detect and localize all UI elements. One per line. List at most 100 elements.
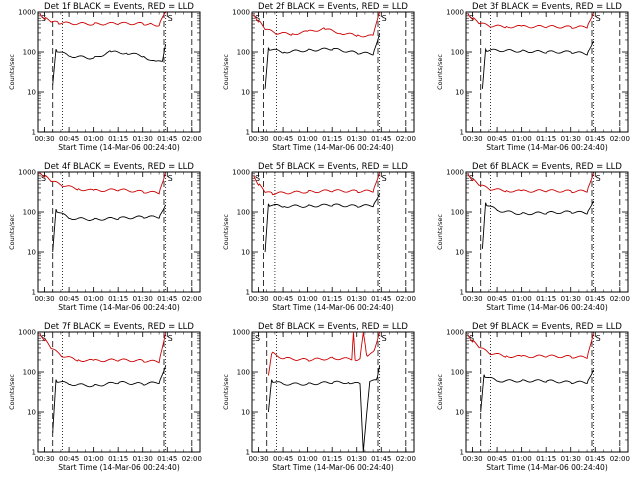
y-tick-label: 100 bbox=[23, 49, 36, 57]
plot-panel-6: Det 6f BLACK = Events, RED = LLD 1 10 100 10… bbox=[436, 162, 630, 312]
series-line-events bbox=[264, 193, 381, 253]
x-tick-label: 02:00 bbox=[182, 295, 202, 303]
y-tick-label: 1000 bbox=[446, 9, 464, 17]
plot-title: Det 1f BLACK = Events, RED = LLD bbox=[44, 2, 194, 12]
plot-title: Det 4f BLACK = Events, RED = LLD bbox=[44, 162, 194, 172]
series-line-lld bbox=[267, 331, 381, 376]
y-tick-label: 1000 bbox=[18, 169, 36, 177]
annotation-label: S bbox=[382, 174, 387, 183]
x-tick-label: 00:45 bbox=[273, 295, 293, 303]
x-tick-label: 01:00 bbox=[84, 135, 104, 143]
x-tick-label: 02:00 bbox=[610, 135, 630, 143]
x-tick-label: 02:00 bbox=[610, 295, 630, 303]
x-tick-label: 01:15 bbox=[536, 455, 556, 463]
x-axis-label: Start Time (14-Mar-06 00:24:40) bbox=[58, 143, 180, 152]
plot-panel-8: Det 8f BLACK = Events, RED = LLD 1 10 100 10… bbox=[222, 322, 416, 472]
series-line-events bbox=[480, 369, 595, 413]
y-tick-label: 10 bbox=[455, 89, 464, 97]
x-tick-label: 01:00 bbox=[512, 295, 532, 303]
x-tick-label: 00:45 bbox=[273, 455, 293, 463]
annotation-label: S bbox=[168, 334, 173, 343]
plot-panel-2: Det 2f BLACK = Events, RED = LLD 1 10 100 10… bbox=[222, 2, 416, 152]
series-line-events bbox=[481, 40, 595, 89]
y-tick-label: 10 bbox=[27, 409, 36, 417]
x-tick-label: 01:15 bbox=[322, 135, 342, 143]
x-tick-label: 01:45 bbox=[371, 295, 391, 303]
annotation-label: S bbox=[168, 14, 173, 23]
x-tick-label: 00:45 bbox=[273, 135, 293, 143]
plot-frame bbox=[465, 331, 629, 453]
y-tick-label: 100 bbox=[237, 209, 250, 217]
x-tick-label: 01:45 bbox=[585, 295, 605, 303]
y-axis-label: Counts/sec bbox=[436, 54, 444, 90]
x-tick-label: 00:30 bbox=[462, 135, 482, 143]
x-tick-label: 00:45 bbox=[59, 135, 79, 143]
y-tick-label: 1 bbox=[32, 129, 36, 137]
y-tick-label: 1000 bbox=[232, 9, 250, 17]
y-tick-label: 1000 bbox=[18, 9, 36, 17]
series-line-lld bbox=[467, 173, 595, 193]
x-tick-label: 00:30 bbox=[462, 455, 482, 463]
series-line-lld bbox=[253, 11, 381, 38]
x-tick-label: 01:30 bbox=[133, 295, 153, 303]
series-line-events bbox=[267, 365, 381, 453]
y-tick-label: 1000 bbox=[446, 169, 464, 177]
annotation-label: S bbox=[469, 334, 474, 343]
x-tick-label: 01:00 bbox=[84, 295, 104, 303]
x-tick-label: 00:30 bbox=[34, 295, 54, 303]
series-line-lld bbox=[39, 11, 166, 27]
y-tick-label: 100 bbox=[237, 49, 250, 57]
y-tick-label: 1000 bbox=[446, 329, 464, 337]
y-tick-label: 100 bbox=[451, 49, 464, 57]
annotation-label: S bbox=[41, 334, 46, 343]
y-tick-label: 10 bbox=[455, 409, 464, 417]
x-tick-label: 02:00 bbox=[182, 455, 202, 463]
x-tick-label: 00:30 bbox=[248, 455, 268, 463]
y-axis-label: Counts/sec bbox=[8, 214, 16, 250]
x-tick-label: 01:30 bbox=[133, 455, 153, 463]
x-tick-label: 01:45 bbox=[157, 135, 177, 143]
x-tick-label: 00:30 bbox=[248, 135, 268, 143]
x-axis-label: Start Time (14-Mar-06 00:24:40) bbox=[486, 463, 608, 472]
annotation-label: S bbox=[41, 174, 46, 183]
y-tick-label: 100 bbox=[451, 209, 464, 217]
x-tick-label: 00:30 bbox=[34, 455, 54, 463]
y-tick-label: 1 bbox=[246, 129, 250, 137]
y-tick-label: 100 bbox=[451, 369, 464, 377]
y-tick-label: 1 bbox=[460, 289, 464, 297]
y-axis-label: Counts/sec bbox=[436, 214, 444, 250]
y-tick-label: 1000 bbox=[232, 169, 250, 177]
x-tick-label: 00:45 bbox=[487, 295, 507, 303]
x-tick-label: 01:30 bbox=[133, 135, 153, 143]
y-axis-label: Counts/sec bbox=[222, 54, 230, 90]
annotation-label: S bbox=[255, 334, 260, 343]
y-tick-label: 10 bbox=[241, 89, 250, 97]
x-tick-label: 01:15 bbox=[536, 135, 556, 143]
plot-title: Det 7f BLACK = Events, RED = LLD bbox=[44, 322, 194, 332]
annotation-label: S bbox=[255, 14, 260, 23]
x-tick-label: 02:00 bbox=[610, 455, 630, 463]
x-tick-label: 01:00 bbox=[84, 455, 104, 463]
annotation-label: S bbox=[382, 14, 387, 23]
plot-frame bbox=[37, 331, 201, 453]
annotation-label: S bbox=[168, 174, 173, 183]
annotation-label: S bbox=[382, 334, 387, 343]
series-line-lld bbox=[467, 333, 595, 360]
plot-frame bbox=[251, 171, 415, 293]
x-tick-label: 01:00 bbox=[298, 295, 318, 303]
annotation-label: S bbox=[596, 14, 601, 23]
plot-title: Det 8f BLACK = Events, RED = LLD bbox=[258, 322, 408, 332]
x-tick-label: 01:30 bbox=[561, 295, 581, 303]
x-tick-label: 00:45 bbox=[487, 455, 507, 463]
x-tick-label: 02:00 bbox=[396, 295, 416, 303]
plot-title: Det 6f BLACK = Events, RED = LLD bbox=[472, 162, 622, 172]
plot-panel-3: Det 3f BLACK = Events, RED = LLD 1 10 100 10… bbox=[436, 2, 630, 152]
x-tick-label: 01:45 bbox=[371, 455, 391, 463]
x-tick-label: 01:00 bbox=[298, 455, 318, 463]
series-line-lld bbox=[467, 13, 595, 29]
x-tick-label: 00:30 bbox=[248, 295, 268, 303]
plot-frame bbox=[37, 171, 201, 293]
y-tick-label: 10 bbox=[455, 249, 464, 257]
